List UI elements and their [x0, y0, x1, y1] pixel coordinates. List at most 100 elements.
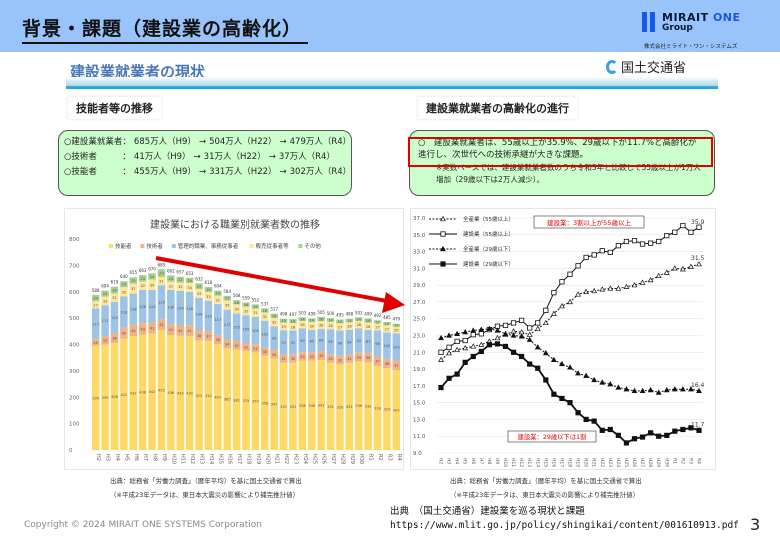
- data-point: [583, 416, 589, 423]
- bar-segment-label: 37: [394, 364, 399, 368]
- bar-segment-label: 22: [197, 285, 202, 289]
- bar-segment: [289, 323, 297, 331]
- data-point: [559, 302, 565, 309]
- bar-segment-label: 19: [216, 292, 221, 296]
- bar-total-label: 499: [364, 311, 372, 316]
- data-point: [543, 307, 549, 313]
- bar-segment-label: 432: [186, 392, 193, 396]
- y-tick-label: 19.0: [413, 367, 426, 373]
- bar-segment: [345, 354, 354, 363]
- data-point: [551, 391, 557, 397]
- data-point: [470, 353, 476, 360]
- bar-segment-label: 36: [112, 337, 117, 341]
- data-point: [591, 252, 597, 258]
- bar-segment-label: 120: [111, 316, 119, 320]
- bar-segment-label: 338: [299, 404, 307, 408]
- y-tick-label: 13.0: [413, 417, 426, 423]
- data-point: [623, 440, 630, 446]
- mlit-logo-text: 国土交通省: [621, 61, 687, 76]
- bar-segment: [279, 362, 288, 450]
- data-point: [671, 265, 678, 271]
- data-point: [478, 326, 485, 332]
- bar-segment-label: 14: [347, 319, 352, 323]
- x-tick-label: R3: [386, 454, 392, 461]
- bar-segment: [308, 322, 316, 330]
- data-point: [583, 288, 590, 295]
- trend-row: ○建設業就業者： 685万人（H9） → 504万人（H22） → 479万人（R4）: [64, 135, 351, 150]
- bar-segment: [373, 330, 382, 357]
- data-point: [470, 343, 477, 349]
- bar-segment: [345, 318, 354, 323]
- data-point: [462, 344, 469, 351]
- x-tick-label: H18: [567, 458, 573, 467]
- data-point: [494, 327, 501, 333]
- data-point: [680, 222, 686, 229]
- source-url-link[interactable]: https://www.mlit.go.jp/policy/shingikai/…: [390, 520, 739, 531]
- trend-cell: 504万人（H22）: [209, 137, 277, 147]
- data-point: [607, 381, 614, 387]
- data-point: [438, 334, 444, 341]
- bar-chart: 建設業における職業別就業者数の推移 0 100 200 300 400 500 600 700 8…: [69, 218, 402, 464]
- bar-segment: [242, 351, 250, 450]
- bar-segment-label: 36: [385, 362, 390, 366]
- x-tick-label: H21: [274, 454, 280, 464]
- left-source-line2: （※平成23年データは、東日本大震災の影響により補完推計値）: [110, 491, 300, 499]
- y-tick-label: 300: [69, 369, 80, 375]
- bar-segment: [261, 347, 269, 356]
- bar-segment: [157, 329, 166, 450]
- data-point: [663, 269, 670, 275]
- x-tick-label: H26: [321, 454, 327, 464]
- mlit-emblem-icon: [606, 60, 618, 74]
- data-point: [631, 436, 638, 442]
- data-point: [575, 370, 581, 376]
- bar-total-label: 498: [280, 312, 288, 317]
- bar-segment: [364, 318, 372, 323]
- bar-segment-label: 30: [319, 323, 324, 327]
- x-tick-label: H6: [470, 458, 476, 464]
- data-point: [438, 356, 444, 362]
- bar-segment: [185, 292, 194, 326]
- x-tick-label: H14: [534, 458, 540, 467]
- data-point: [518, 333, 525, 339]
- x-tick-label: R1: [671, 458, 677, 464]
- bar-segment-label: 326: [337, 406, 345, 410]
- legend-label: 建設業（29歳以下）: [463, 260, 514, 268]
- data-point: [559, 360, 565, 367]
- bar-segment-label: 117: [102, 319, 109, 323]
- data-point: [615, 432, 621, 438]
- aging-summary-box: ○ 建設業就業者は、55歳以上が35.9%、29歳以下が11.7%と高齢化が進行…: [409, 130, 715, 196]
- x-tick-label: H18: [246, 454, 252, 464]
- bar-total-label: 503: [355, 310, 363, 315]
- bar-segment-label: 12: [394, 324, 399, 328]
- x-tick-label: H3: [446, 458, 452, 464]
- data-point: [655, 272, 662, 279]
- data-point: [510, 349, 517, 355]
- data-point: [615, 243, 621, 249]
- x-tick-label: H20: [583, 458, 589, 467]
- bar-segment-label: 31: [169, 284, 174, 288]
- bar-total-label: 584: [223, 289, 231, 294]
- bar-segment-label: 130: [167, 306, 175, 310]
- bar-segment: [336, 355, 344, 365]
- bar-segment: [298, 317, 307, 322]
- bar-segment-label: 124: [149, 305, 157, 309]
- bar-segment: [392, 360, 401, 371]
- bar-segment-label: 95: [328, 340, 333, 344]
- bar-segment-label: 31: [159, 280, 164, 284]
- bar-segment: [148, 333, 156, 450]
- bar-segment-label: 341: [318, 404, 325, 408]
- bar-segment: [364, 352, 372, 363]
- bar-segment-label: 12: [385, 322, 390, 326]
- data-point: [648, 240, 654, 246]
- bar-segment-label: 38: [197, 334, 202, 338]
- y-tick-label: 29.0: [413, 283, 426, 289]
- bar-segment: [326, 362, 335, 450]
- bar-segment: [120, 327, 128, 339]
- bar-segment-label: 33: [206, 295, 211, 299]
- bar-segment: [251, 304, 260, 309]
- bar-segment-label: 85: [309, 340, 314, 344]
- bar-segment-label: 331: [290, 405, 297, 409]
- x-tick-label: H2: [438, 458, 444, 464]
- bar-segment: [354, 317, 363, 322]
- x-tick-label: H12: [518, 458, 524, 467]
